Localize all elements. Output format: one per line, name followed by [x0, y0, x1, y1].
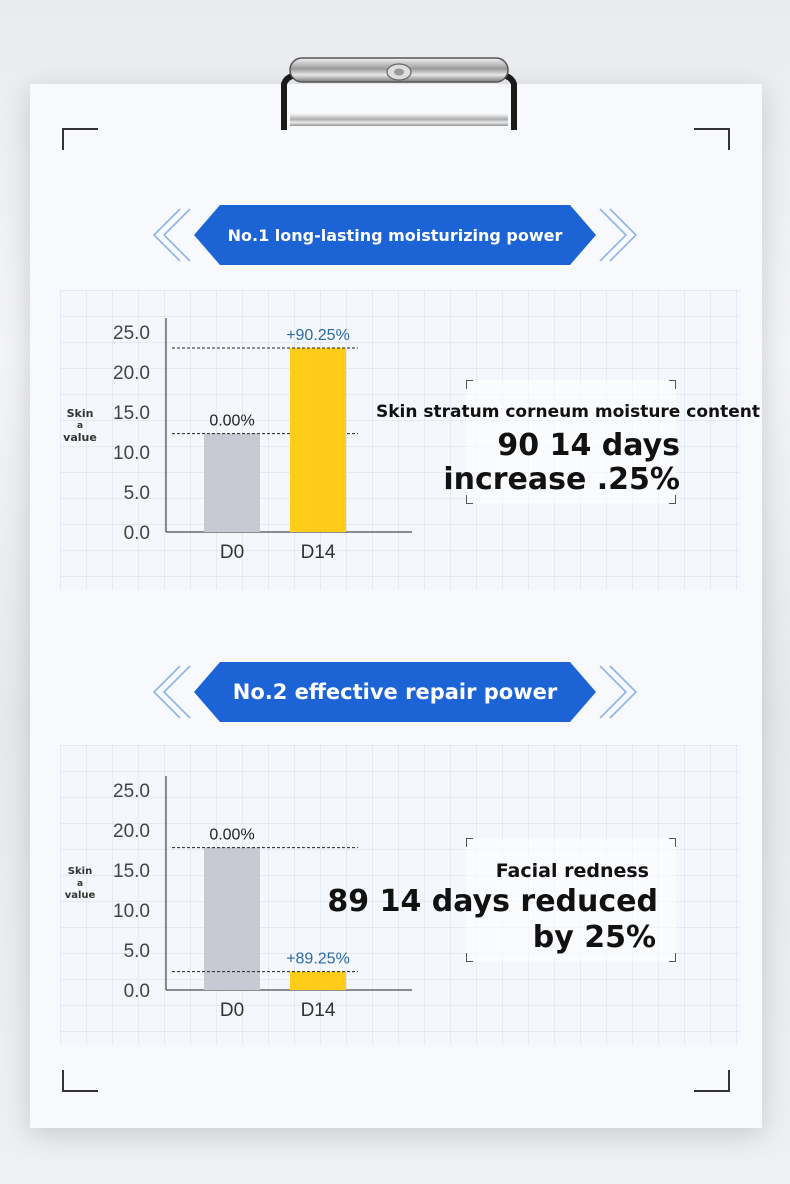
- bar-d0: [204, 433, 260, 532]
- y-tick-label: 0.0: [124, 523, 150, 544]
- data-label: 0.00%: [209, 827, 254, 844]
- banner-title: No.1 long-lasting moisturizing power: [227, 225, 563, 245]
- callout-corner-bottom-left: [466, 495, 473, 504]
- banner-2-fill: [194, 662, 596, 722]
- bar-plot-area: 0.0 5.0 10.0 15.0 20.0 25.0 0.00% D0 +90.25% D14: [113, 318, 412, 563]
- y-tick-label: 5.0: [124, 941, 150, 962]
- callout-corner-bottom-right: [669, 495, 676, 504]
- y-axis-label-line-3: value: [64, 890, 96, 901]
- x-tick-label: D0: [220, 1000, 244, 1021]
- y-axis-label: Skin a value: [60, 866, 100, 902]
- y-axis-label-line-1: Skin: [67, 866, 93, 877]
- bar-d14: [290, 348, 346, 532]
- bar-d0: [204, 847, 260, 990]
- callout-corner-top-right: [669, 838, 676, 847]
- data-label: 0.00%: [209, 413, 254, 430]
- callout-headline-line-2: by 25%: [532, 920, 656, 955]
- y-tick-label: 10.0: [113, 901, 150, 922]
- corner-mark-top-right: [694, 128, 730, 150]
- y-axis-label-line-1: Skin: [66, 407, 94, 420]
- grid-background-bottom: [60, 745, 740, 1045]
- callout-headline-line-1: 89 14 days reduced: [327, 884, 658, 919]
- data-label: +90.25%: [286, 327, 350, 344]
- callout-corner-top-left: [466, 380, 473, 389]
- banner-title: No.2 effective repair power: [232, 680, 558, 704]
- callout-box-moisture: [466, 380, 676, 504]
- y-tick-label: 20.0: [113, 821, 150, 842]
- x-tick-label: D0: [220, 542, 244, 563]
- corner-mark-top-left: [62, 128, 98, 150]
- callout-corner-top-right: [669, 380, 676, 389]
- x-tick-label: D14: [301, 542, 336, 563]
- data-label: +89.25%: [286, 951, 350, 968]
- y-tick-label: 25.0: [113, 781, 150, 802]
- callout-corner-top-left: [466, 838, 473, 847]
- x-tick-label: D14: [301, 1000, 336, 1021]
- callout-corner-bottom-right: [669, 953, 676, 962]
- y-tick-label: 5.0: [124, 483, 150, 504]
- y-tick-label: 10.0: [113, 443, 150, 464]
- bar-plot-area: 0.0 5.0 10.0 15.0 20.0 25.0 0.00% D0 +89.25% D14: [113, 776, 412, 1021]
- callout-title: Facial redness: [495, 860, 649, 882]
- y-tick-label: 15.0: [113, 861, 150, 882]
- callout-corner-bottom-left: [466, 953, 473, 962]
- callout-headline-line-1: 90 14 days: [497, 428, 680, 463]
- clipboard-clip-icon: [280, 52, 518, 132]
- y-axis-label-line-2: a: [76, 421, 84, 431]
- y-tick-label: 15.0: [113, 403, 150, 424]
- y-tick-label: 0.0: [124, 981, 150, 1002]
- chart-moisture: Skin a value 0.0 5.0 10.0 15.0 20.0 25.0 0.00%…: [60, 310, 420, 570]
- banner-repair: No.2 effective repair power: [150, 660, 640, 724]
- banner-moisturizing: No.1 long-lasting moisturizing power: [150, 203, 640, 267]
- corner-mark-bottom-left: [62, 1070, 98, 1092]
- callout-box-redness: [466, 838, 676, 962]
- chart-redness: Skin a value 0.0 5.0 10.0 15.0 20.0 25.0 0.00%…: [60, 768, 420, 1028]
- y-axis-label-line-2: a: [76, 879, 84, 889]
- corner-mark-bottom-right: [694, 1070, 730, 1092]
- y-axis-label-line-3: value: [63, 431, 97, 444]
- bar-d14: [290, 971, 346, 990]
- y-tick-label: 20.0: [113, 363, 150, 384]
- banner-arrow-shape-icon: [152, 662, 638, 722]
- y-tick-label: 25.0: [113, 323, 150, 344]
- callout-title: Skin stratum corneum moisture content: [375, 402, 760, 422]
- callout-headline-line-2: increase .25%: [443, 462, 680, 497]
- banner-arrow-shape-icon: [152, 205, 638, 265]
- banner-1-fill: [194, 205, 596, 265]
- y-axis-label: Skin a value: [60, 408, 100, 444]
